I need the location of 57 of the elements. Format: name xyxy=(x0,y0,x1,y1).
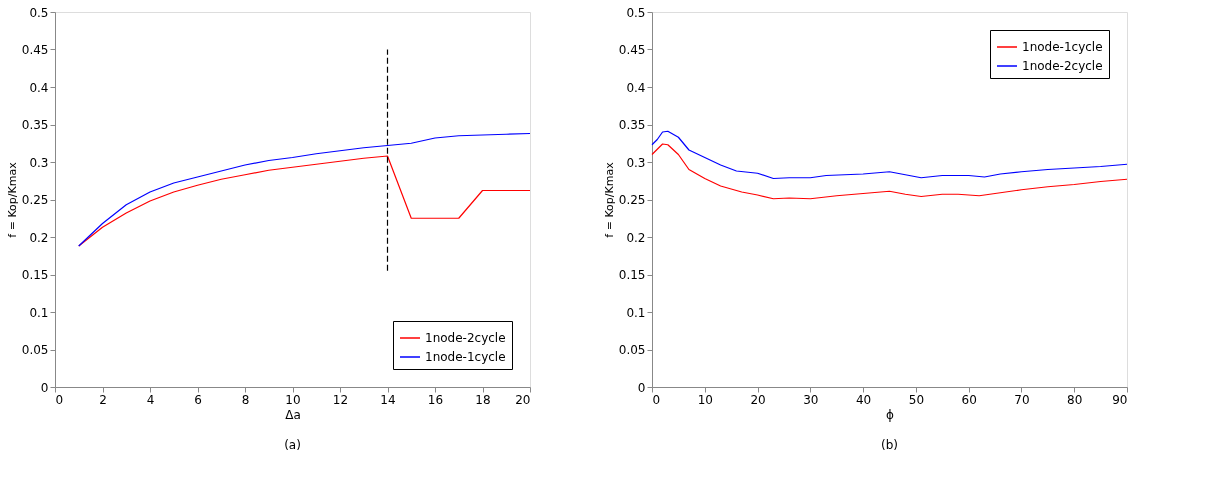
x-tick-label: 2 xyxy=(99,392,107,407)
y-axis-title: f = Kop/Kmax xyxy=(602,161,616,238)
y-axis-title: f = Kop/Kmax xyxy=(5,161,19,238)
x-tick-label: 6 xyxy=(194,392,202,407)
x-axis-title: ϕ xyxy=(886,407,895,422)
line-series xyxy=(78,155,531,247)
y-tick-label: 0 xyxy=(40,380,49,395)
y-tick-label: 0.45 xyxy=(618,43,646,57)
line-series xyxy=(651,143,1128,200)
y-tick-label: 0.45 xyxy=(21,43,49,57)
x-tick-label: 12 xyxy=(332,392,349,407)
x-tick-label: 60 xyxy=(961,392,977,407)
legend-label: 1node-1cycle xyxy=(1022,40,1103,54)
y-tick-label: 0.05 xyxy=(618,343,646,357)
legend-label: 1node-2cycle xyxy=(1022,59,1103,73)
text: (a) xyxy=(284,438,301,452)
x-tick-label: 80 xyxy=(1067,392,1083,407)
x-tick-label: 50 xyxy=(908,392,925,407)
y-tick-label: 0.25 xyxy=(21,193,49,207)
x-tick-label: 90 xyxy=(1112,392,1128,407)
line-series xyxy=(78,132,531,247)
y-tick-label: 0.3 xyxy=(29,155,49,170)
x-tick-label: 16 xyxy=(427,392,444,407)
line-series xyxy=(651,130,1128,180)
x-tick-label: 18 xyxy=(475,392,491,407)
x-tick-label: 8 xyxy=(241,392,250,407)
y-tick-label: 0.15 xyxy=(618,268,646,282)
legend-label: 1node-2cycle xyxy=(425,331,506,345)
x-tick-label: 70 xyxy=(1014,392,1030,407)
y-tick-label: 0.3 xyxy=(626,155,646,170)
x-tick-label: 14 xyxy=(380,392,396,407)
y-tick-label: 0.1 xyxy=(626,305,646,320)
y-tick-label: 0.35 xyxy=(618,118,646,132)
y-tick-label: 0.25 xyxy=(618,193,646,207)
legend-label: 1node-1cycle xyxy=(425,350,506,364)
y-tick-label: 0.5 xyxy=(626,5,646,20)
x-tick-label: 10 xyxy=(697,392,713,407)
x-tick-label: 40 xyxy=(855,392,872,407)
y-tick-label: 0.2 xyxy=(626,230,646,245)
y-tick-label: 0.1 xyxy=(29,305,49,320)
x-tick-label: 20 xyxy=(515,392,531,407)
y-tick-label: 0.35 xyxy=(21,118,49,132)
x-tick-label: 30 xyxy=(803,392,819,407)
x-tick-label: 20 xyxy=(750,392,766,407)
y-tick-label: 0.05 xyxy=(21,343,49,357)
y-tick-label: 0.4 xyxy=(626,80,646,95)
x-tick-label: 10 xyxy=(285,392,301,407)
x-tick-label: 0 xyxy=(652,392,661,407)
y-tick-label: 0.15 xyxy=(21,268,49,282)
y-tick-label: 0.4 xyxy=(29,80,49,95)
x-tick-label: 4 xyxy=(146,392,155,407)
y-tick-label: 0 xyxy=(637,380,646,395)
x-tick-label: 0 xyxy=(55,392,64,407)
text: (b) xyxy=(881,438,898,452)
y-tick-label: 0.2 xyxy=(29,230,49,245)
x-axis-title: Δa xyxy=(285,407,301,422)
y-tick-label: 0.5 xyxy=(29,5,49,20)
